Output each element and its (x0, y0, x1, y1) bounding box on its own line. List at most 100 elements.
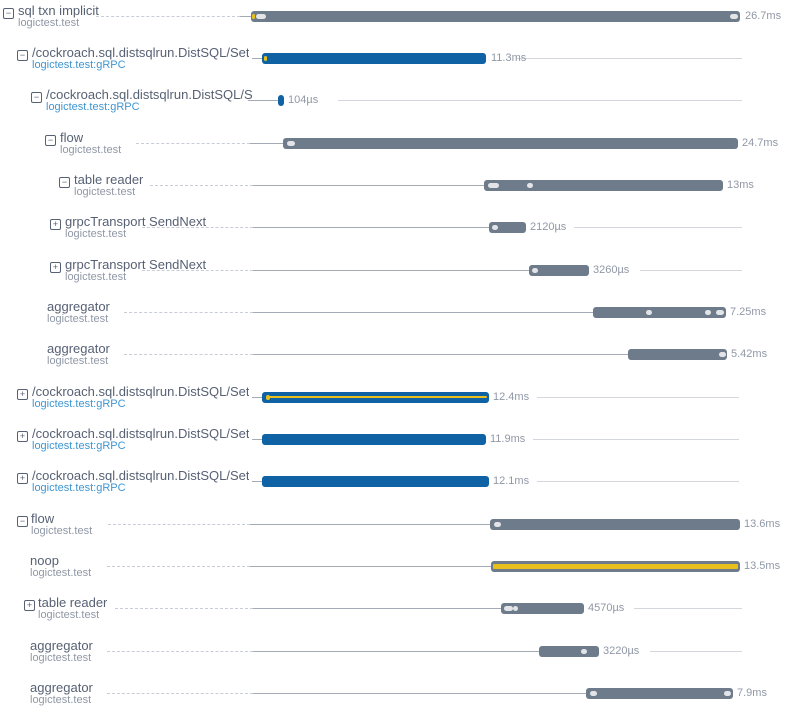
event-marker (252, 14, 255, 19)
span-title: aggregator (30, 638, 93, 653)
event-marker (256, 14, 266, 19)
connector-line (248, 100, 278, 101)
span-bar[interactable] (283, 138, 738, 149)
span-title: aggregator (47, 299, 110, 314)
collapse-icon[interactable]: − (59, 177, 70, 188)
span-subtitle: logictest.test (47, 313, 109, 325)
span-bar[interactable] (628, 349, 727, 360)
connector-line (253, 185, 484, 186)
event-marker (716, 310, 724, 315)
span-bar[interactable] (489, 222, 526, 233)
span-bar[interactable] (251, 11, 740, 22)
connector-line (253, 227, 489, 228)
collapse-icon[interactable]: − (31, 92, 42, 103)
trailing-line (640, 270, 742, 271)
dashed-connector (108, 524, 250, 525)
span-bar[interactable] (490, 519, 740, 530)
event-marker (532, 268, 538, 273)
span-title: /cockroach.sql.distsqlrun.DistSQL/Set (32, 426, 250, 441)
connector-line (250, 143, 283, 144)
span-duration: 12.4ms (493, 391, 530, 403)
span-title: aggregator (47, 341, 110, 356)
span-title: /cockroach.sql.distsqlrun.DistSQL/S (46, 87, 252, 102)
trailing-line (634, 608, 742, 609)
span-bar[interactable] (262, 53, 486, 64)
connector-line (253, 312, 593, 313)
span-duration: 26.7ms (745, 10, 782, 22)
span-subtitle: logictest.test:gRPC (32, 482, 126, 494)
span-duration: 11.9ms (490, 433, 526, 445)
expand-icon[interactable]: + (50, 219, 61, 230)
collapse-icon[interactable]: − (45, 135, 56, 146)
dashed-connector (124, 354, 253, 355)
span-row: aggregator logictest.test 3220µs (0, 638, 786, 683)
span-subtitle: logictest.test:gRPC (32, 440, 126, 452)
expand-icon[interactable]: + (50, 262, 61, 273)
span-bar[interactable] (539, 646, 599, 657)
expand-icon[interactable]: + (17, 389, 28, 400)
span-subtitle: logictest.test (38, 609, 100, 621)
expand-icon[interactable]: + (24, 600, 35, 611)
span-bar[interactable] (278, 95, 284, 106)
span-subtitle: logictest.test:gRPC (32, 398, 126, 410)
dashed-connector (142, 270, 253, 271)
span-row: noop logictest.test 13.5ms (0, 553, 786, 598)
span-bar[interactable] (529, 265, 589, 276)
expand-icon[interactable]: + (17, 431, 28, 442)
trailing-line (537, 481, 739, 482)
trailing-line (533, 439, 739, 440)
span-duration: 13.5ms (744, 560, 781, 572)
span-bar[interactable] (491, 561, 740, 572)
span-subtitle: logictest.test (60, 144, 122, 156)
span-duration: 104µs (288, 94, 319, 106)
span-bar[interactable] (262, 434, 486, 445)
event-marker (488, 183, 499, 188)
span-bar[interactable] (484, 180, 723, 191)
span-subtitle: logictest.test (30, 567, 92, 579)
collapse-icon[interactable]: − (17, 50, 28, 61)
span-duration: 13.6ms (744, 518, 781, 530)
span-subtitle: logictest.test (30, 652, 92, 664)
span-subtitle: logictest.test (30, 694, 92, 706)
trailing-line (516, 58, 742, 59)
collapse-icon[interactable]: − (17, 516, 28, 527)
expand-icon[interactable]: + (17, 473, 28, 484)
span-row: + /cockroach.sql.distsqlrun.DistSQL/Set lo… (0, 384, 786, 429)
span-row: + /cockroach.sql.distsqlrun.DistSQL/Set lo… (0, 426, 786, 471)
event-marker (705, 310, 711, 315)
span-bar[interactable] (262, 476, 489, 487)
trailing-line (574, 227, 742, 228)
span-subtitle: logictest.test (18, 17, 80, 29)
event-marker (581, 649, 587, 654)
span-duration: 2120µs (530, 221, 567, 233)
event-marker (724, 691, 731, 696)
span-bar[interactable] (586, 688, 733, 699)
span-title: /cockroach.sql.distsqlrun.DistSQL/Set (32, 384, 250, 399)
span-row: + grpcTransport SendNext logictest.test 326… (0, 257, 786, 302)
dashed-connector (107, 566, 250, 567)
span-subtitle: logictest.test (47, 355, 109, 367)
span-row: aggregator logictest.test 5.42ms (0, 341, 786, 386)
dashed-connector (136, 143, 250, 144)
span-duration: 7.25ms (730, 306, 767, 318)
span-bar[interactable] (501, 603, 584, 614)
span-row: + table reader logictest.test 4570µs (0, 595, 786, 640)
event-marker (504, 606, 513, 611)
span-duration: 3260µs (593, 264, 630, 276)
span-duration: 11.3ms (491, 52, 527, 64)
bar-highlight-stripe (267, 396, 487, 398)
span-row: − flow logictest.test 13.6ms (0, 511, 786, 556)
span-subtitle: logictest.test:gRPC (46, 101, 140, 113)
span-title: noop (30, 553, 59, 568)
span-row: −/cockroach.sql.distsqlrun.DistSQL/Set lo… (0, 45, 786, 90)
collapse-icon[interactable]: − (3, 8, 14, 19)
span-row: + grpcTransport SendNext logictest.test 212… (0, 214, 786, 259)
connector-line (252, 58, 262, 59)
dashed-connector (115, 608, 253, 609)
trailing-line (650, 651, 742, 652)
span-bar[interactable] (262, 392, 489, 403)
span-bar[interactable] (593, 307, 726, 318)
span-row: aggregator logictest.test 7.25ms (0, 299, 786, 344)
connector-line (250, 524, 490, 525)
